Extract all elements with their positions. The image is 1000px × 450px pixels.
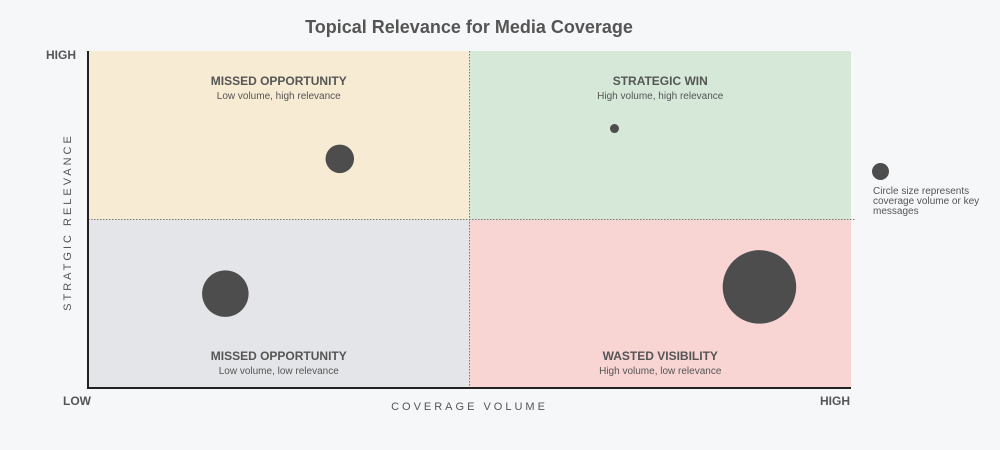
y-tick-high: HIGH: [46, 48, 76, 62]
quadrant-subtitle-bottom-left: Low volume, low relevance: [219, 366, 339, 377]
quadrant-title-top-right: STRATEGIC WIN: [613, 74, 708, 88]
data-point-4: [722, 250, 797, 324]
x-axis-title: COVERAGE VOLUME: [391, 401, 548, 413]
data-point-2: [609, 124, 619, 134]
quadrant-top-right: [469, 51, 851, 220]
legend-marker: [872, 163, 889, 180]
quadrant-top-left: [88, 51, 470, 220]
quadrant-subtitle-bottom-right: High volume, low relevance: [599, 366, 722, 377]
y-axis-title: STRATGIC RELEVANCE: [62, 133, 74, 311]
data-point-1: [325, 144, 355, 174]
quadrant-subtitle-top-left: Low volume, high relevance: [217, 91, 341, 102]
quadrant-bottom-left: [88, 219, 470, 388]
quadrant-title-bottom-right: WASTED VISIBILITY: [603, 349, 718, 363]
data-point-3: [202, 270, 249, 317]
x-tick-high: HIGH: [820, 394, 850, 408]
legend-text: Circle size represents coverage volume o…: [873, 186, 980, 217]
quadrant-subtitle-top-right: High volume, high relevance: [597, 91, 724, 102]
quadrant-title-top-left: MISSED OPPORTUNITY: [211, 74, 347, 88]
quadrant-title-bottom-left: MISSED OPPORTUNITY: [211, 349, 347, 363]
chart-title: Topical Relevance for Media Coverage: [305, 17, 633, 37]
x-tick-low: LOW: [63, 394, 91, 408]
